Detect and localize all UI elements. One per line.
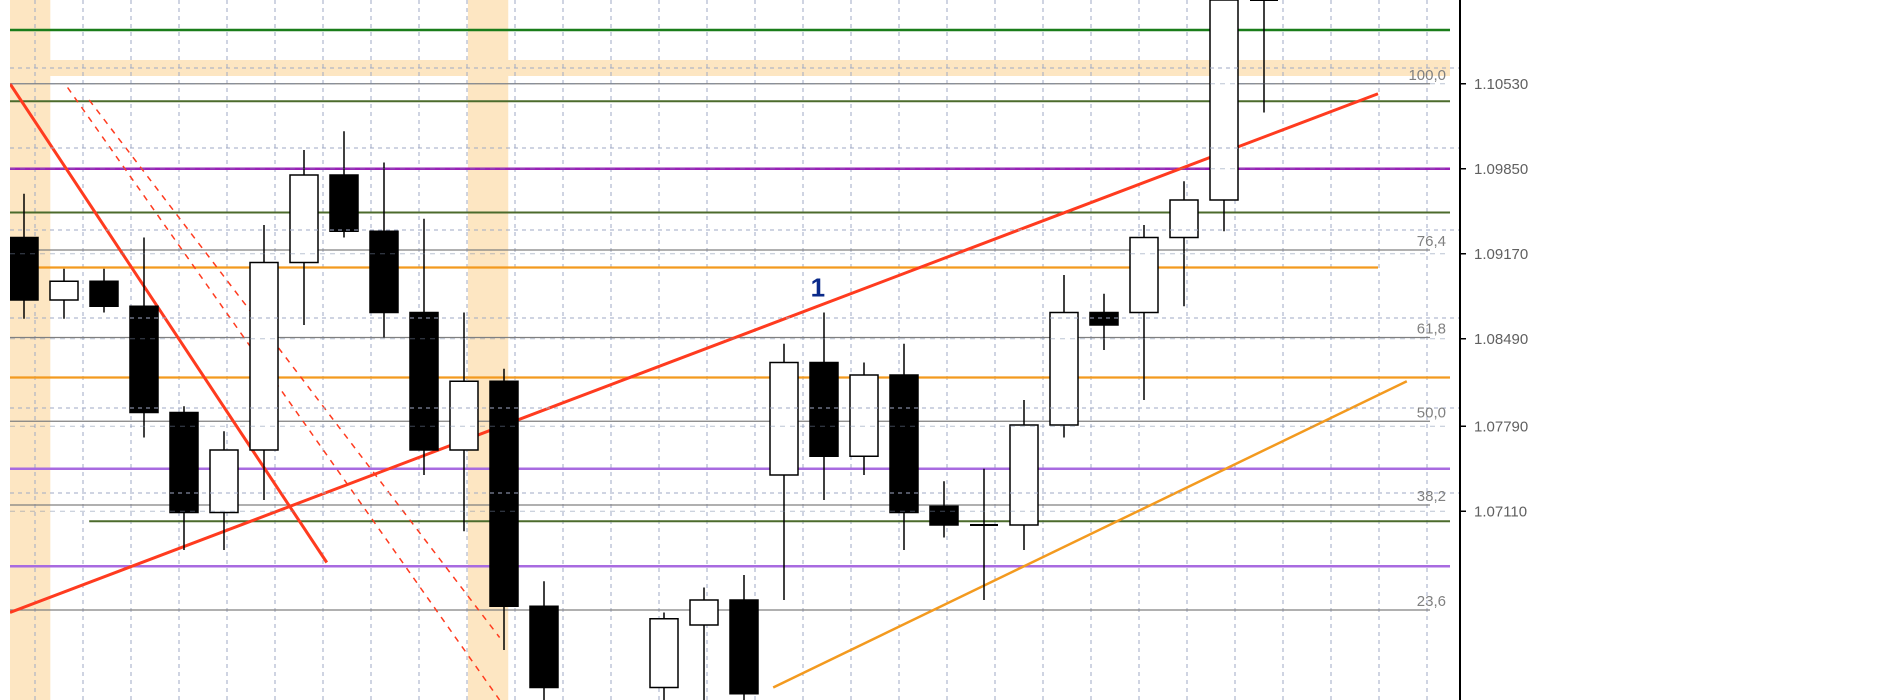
fib-level-label: 38,2	[1417, 488, 1446, 505]
fib-level-label: 50,0	[1417, 404, 1446, 421]
y-axis-tick-label: 1.09170	[1474, 246, 1528, 263]
y-axis-tick-label: 1.07110	[1474, 503, 1527, 520]
fib-level-label: 76,4	[1417, 233, 1446, 250]
annotation-label: 1	[811, 272, 825, 302]
y-axis-tick-label: 1.07790	[1474, 418, 1528, 435]
y-axis-tick-label: 1.08490	[1474, 331, 1528, 348]
y-axis-tick-label: 1.09850	[1474, 161, 1528, 178]
fib-level-label: 61,8	[1417, 321, 1446, 338]
fib-level-label: 100,0	[1408, 67, 1446, 84]
fib-level-label: 23,6	[1417, 593, 1446, 610]
y-axis-tick-label: 1.10530	[1474, 76, 1528, 93]
price-chart[interactable]: 100,0 76,4 61,8 50,0 38,2 23,6 1 1.10530 1.09850…	[0, 0, 1900, 700]
